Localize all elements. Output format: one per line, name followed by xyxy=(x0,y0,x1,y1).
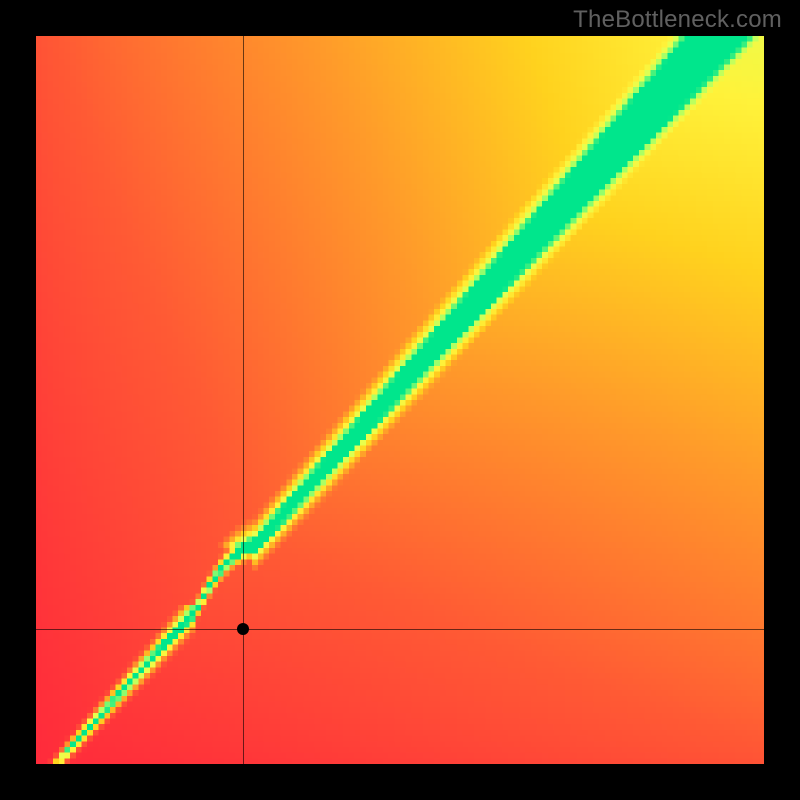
chart-container: { "watermark": { "text": "TheBottleneck.… xyxy=(0,0,800,800)
watermark-text: TheBottleneck.com xyxy=(573,6,782,34)
bottleneck-heatmap xyxy=(36,36,764,764)
crosshair-horizontal xyxy=(36,629,764,630)
crosshair-vertical xyxy=(243,36,244,764)
